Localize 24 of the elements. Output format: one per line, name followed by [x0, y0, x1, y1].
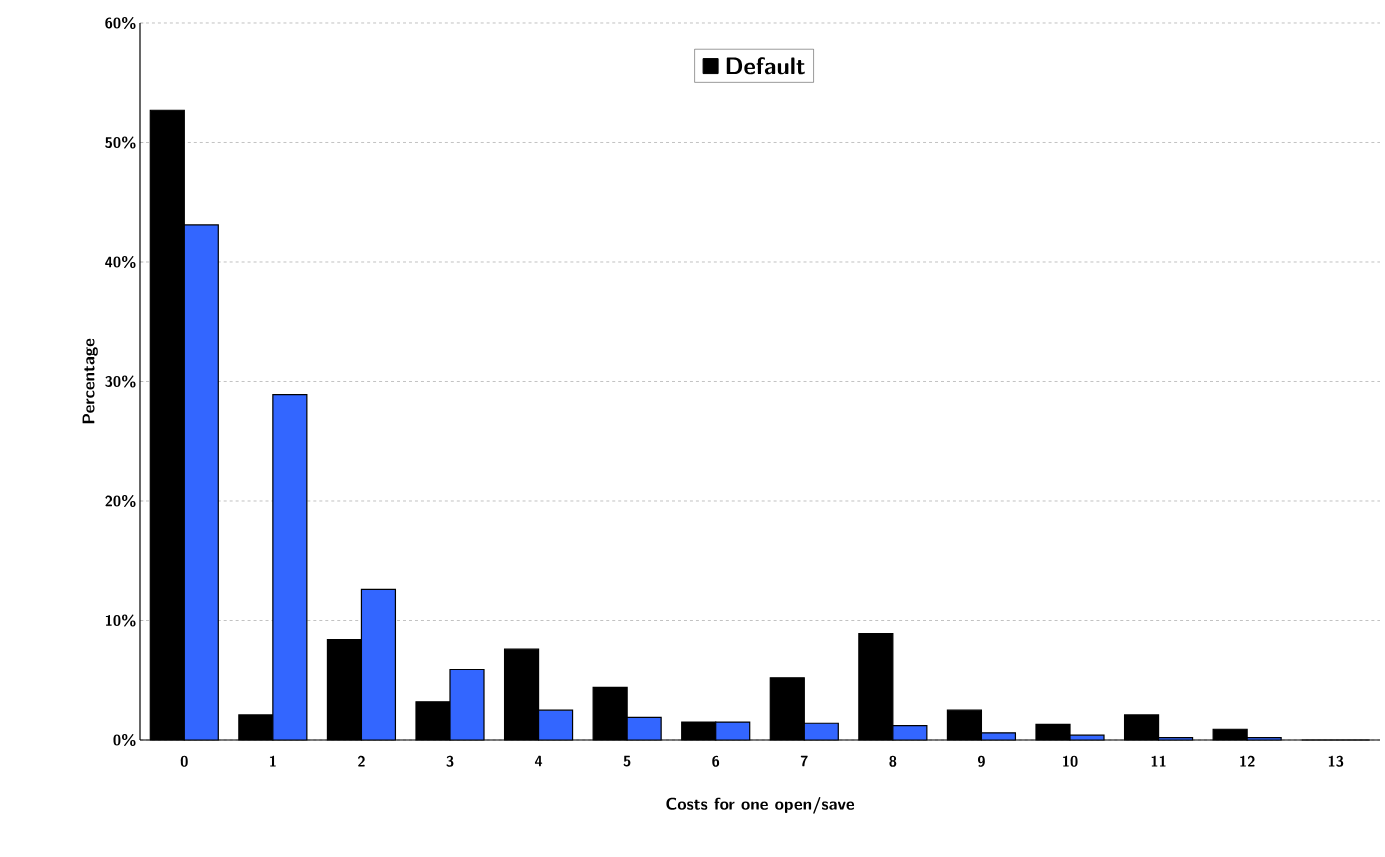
x-tick-label: 1: [269, 755, 276, 767]
y-tick-label: 60%: [105, 16, 136, 30]
y-axis-title: Percentage: [82, 338, 98, 424]
x-tick-label: 3: [446, 755, 454, 767]
x-tick-label: 11: [1151, 755, 1166, 767]
x-tick-label: 8: [889, 755, 897, 767]
legend-label: Default: [726, 57, 805, 75]
y-tick-label: 10%: [105, 614, 136, 627]
y-tick-label: 20%: [105, 494, 136, 508]
x-tick-label: 6: [712, 755, 720, 767]
x-axis-title: Costs for one open/save: [666, 796, 855, 814]
x-tick-label: 5: [623, 755, 631, 767]
x-tick-label: 10: [1062, 755, 1078, 767]
x-tick-label: 12: [1240, 755, 1255, 767]
y-tick-label: 30%: [105, 375, 136, 388]
x-tick-label: 4: [534, 755, 543, 767]
y-tick-label: 40%: [105, 255, 136, 269]
x-tick-label: 0: [180, 755, 188, 767]
x-tick-label: 2: [358, 755, 365, 767]
y-tick-label: 0%: [113, 733, 136, 747]
x-tick-label: 7: [800, 755, 808, 767]
y-tick-label: 50%: [105, 136, 136, 149]
x-tick-label: 13: [1328, 755, 1344, 767]
x-tick-label: 9: [978, 755, 985, 767]
